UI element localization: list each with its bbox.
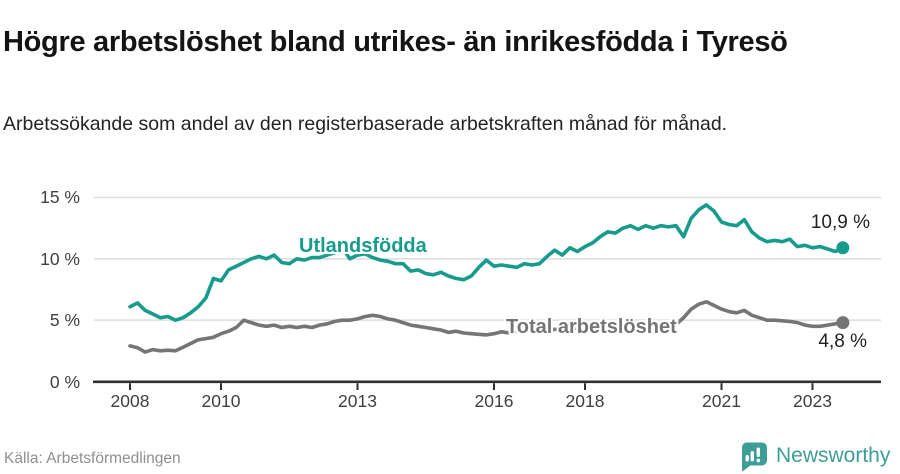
- end-value-total: 4,8 %: [818, 331, 867, 352]
- x-axis-tick-label: 2021: [702, 391, 741, 411]
- series-label-total: Total arbetslöshet: [506, 316, 677, 338]
- y-axis-tick-label: 0 %: [49, 371, 80, 392]
- x-axis-tick-label: 2016: [474, 391, 514, 411]
- source-note: Källa: Arbetsförmedlingen: [4, 450, 181, 467]
- page-title: Högre arbetslöshet bland utrikes- än inr…: [3, 26, 788, 59]
- brand-name: Newsworthy: [776, 444, 891, 467]
- end-dot-utlandsfodda: [836, 241, 850, 255]
- page-subtitle: Arbetssökande som andel av den registerb…: [3, 112, 728, 135]
- end-value-utlandsfodda: 10,9 %: [810, 212, 870, 233]
- series-line-total: [128, 299, 845, 354]
- x-axis-tick-label: 2023: [793, 391, 832, 411]
- brand-logo[interactable]: Newsworthy: [739, 441, 891, 472]
- x-axis-tick-label: 2018: [565, 391, 605, 411]
- x-axis-tick-label: 2013: [338, 391, 377, 411]
- y-axis-tick-label: 15 %: [40, 187, 80, 208]
- series-label-utlandsfodda: Utlandsfödda: [299, 235, 427, 257]
- y-axis-tick-label: 5 %: [49, 310, 80, 331]
- x-axis-tick-label: 2008: [110, 391, 150, 411]
- series-line-utlandsfodda: [128, 203, 845, 323]
- x-axis-tick-label: 2010: [201, 391, 241, 411]
- newsworthy-icon: [739, 441, 769, 472]
- y-axis-tick-label: 10 %: [40, 248, 80, 269]
- end-dot-total: [836, 316, 850, 330]
